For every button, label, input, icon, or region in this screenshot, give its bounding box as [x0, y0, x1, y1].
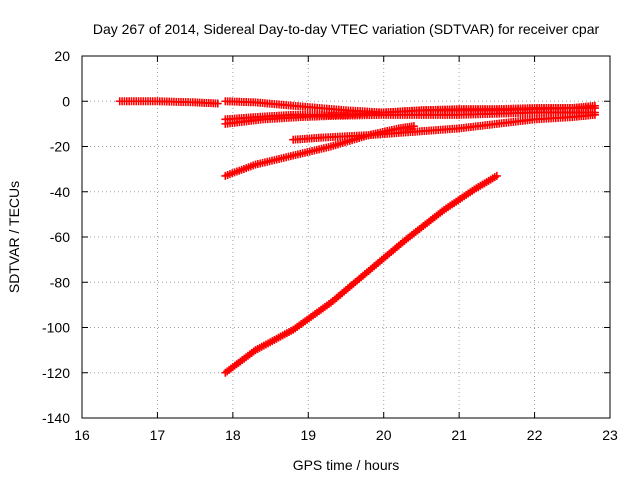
data-layer: [115, 97, 599, 377]
data-series-6: [221, 122, 418, 180]
data-point: [492, 171, 501, 180]
y-tick-label: 0: [62, 93, 70, 109]
x-tick-label: 16: [74, 427, 90, 443]
x-tick-label: 23: [602, 427, 618, 443]
x-tick-label: 19: [300, 427, 316, 443]
x-tick-label: 17: [150, 427, 166, 443]
data-point: [409, 122, 418, 131]
data-series-4: [221, 108, 599, 128]
data-series-1: [115, 97, 222, 108]
x-axis-label: GPS time / hours: [293, 457, 400, 473]
y-tick-label: -40: [50, 184, 70, 200]
y-axis-label: SDTVAR / TECUs: [6, 181, 22, 293]
y-tick-label: 20: [54, 48, 70, 64]
y-tick-label: -120: [42, 365, 70, 381]
y-tick-label: -20: [50, 139, 70, 155]
data-point: [213, 99, 222, 108]
y-tick-label: -80: [50, 274, 70, 290]
x-tick-label: 20: [376, 427, 392, 443]
y-tick-label: -100: [42, 320, 70, 336]
data-series-7: [221, 171, 501, 377]
tick-labels: 16 17 18 19 20 21 22 23 -140 -120 -100 -80 -60 -40 -20…: [42, 48, 618, 443]
ticks: [81, 55, 611, 419]
x-tick-label: 21: [451, 427, 467, 443]
x-tick-label: 18: [225, 427, 241, 443]
data-point: [590, 110, 599, 119]
data-point: [590, 101, 599, 110]
x-tick-label: 22: [527, 427, 543, 443]
y-tick-label: -60: [50, 229, 70, 245]
y-tick-label: -140: [42, 410, 70, 426]
chart-title: Day 267 of 2014, Sidereal Day-to-day VTE…: [93, 21, 600, 37]
